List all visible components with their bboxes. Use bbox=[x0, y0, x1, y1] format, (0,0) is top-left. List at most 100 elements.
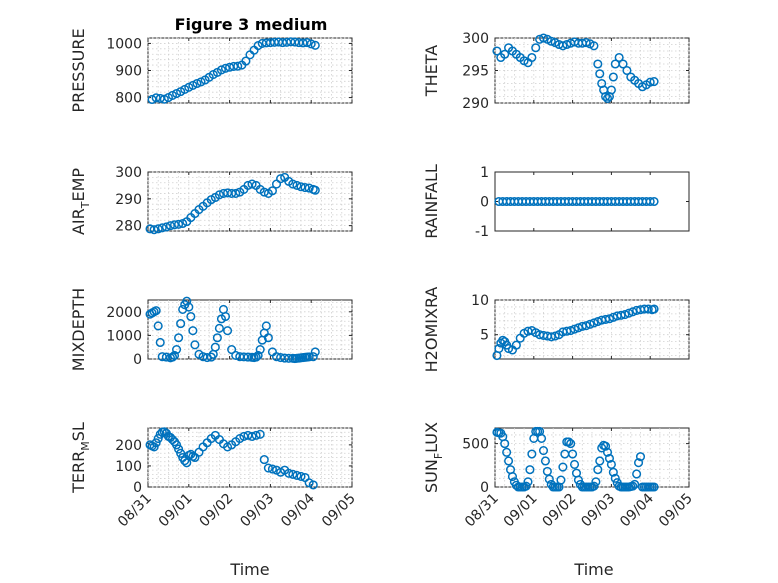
y-tick-label: 2000 bbox=[106, 305, 142, 321]
data-point bbox=[500, 439, 510, 449]
data-point bbox=[182, 296, 192, 306]
data-point bbox=[544, 474, 554, 484]
data-point bbox=[159, 94, 169, 104]
data-point bbox=[628, 481, 638, 491]
data-point bbox=[259, 455, 269, 465]
data-point bbox=[251, 352, 261, 362]
x-tick-label: 08/31 bbox=[462, 491, 502, 531]
data-point bbox=[161, 352, 171, 362]
data-point bbox=[645, 196, 655, 207]
y-tick-label: 0 bbox=[480, 480, 489, 496]
data-point bbox=[604, 453, 615, 463]
subplot-mixdepth: 0 1000 2000 MIXDEPTH bbox=[69, 288, 353, 371]
data-point bbox=[151, 438, 161, 448]
data-point bbox=[527, 449, 537, 459]
data-point bbox=[300, 183, 310, 193]
y-axis-label: AIRTEMP bbox=[69, 168, 92, 235]
y-tick-label: 290 bbox=[462, 96, 489, 112]
y-tick-label: 900 bbox=[115, 64, 142, 80]
data-point bbox=[608, 72, 618, 82]
data-point bbox=[593, 465, 603, 475]
data-point bbox=[153, 321, 163, 331]
data-point bbox=[494, 344, 504, 354]
data-point bbox=[595, 456, 605, 466]
y-tick-label: 500 bbox=[462, 437, 489, 453]
data-point bbox=[546, 36, 556, 46]
data-point bbox=[581, 38, 591, 48]
y-tick-label: 10 bbox=[471, 293, 489, 309]
data-point bbox=[622, 65, 632, 76]
data-point bbox=[504, 456, 514, 466]
x-tick-label: 09/01 bbox=[156, 491, 196, 531]
data-point bbox=[568, 449, 578, 459]
data-point bbox=[288, 469, 298, 479]
data-point bbox=[155, 337, 165, 348]
subplot-pressure: 800 900 1000 PRESSURE bbox=[69, 28, 353, 113]
data-point bbox=[558, 41, 568, 51]
data-point bbox=[251, 430, 261, 440]
data-point bbox=[308, 480, 318, 490]
y-axis-label: TERRMSL bbox=[69, 422, 92, 494]
data-point bbox=[304, 183, 314, 193]
data-point bbox=[149, 442, 159, 452]
data-point bbox=[276, 174, 286, 184]
data-point bbox=[618, 59, 628, 69]
data-point bbox=[284, 468, 294, 478]
y-tick-label: 280 bbox=[115, 219, 142, 235]
y-tick-label: 200 bbox=[115, 438, 142, 454]
data-point bbox=[569, 459, 580, 469]
data-point bbox=[308, 352, 318, 362]
data-point bbox=[310, 185, 320, 195]
data-point bbox=[504, 344, 514, 354]
data-point bbox=[241, 56, 251, 66]
data-point bbox=[231, 350, 241, 361]
data-point bbox=[581, 321, 591, 331]
x-tick-label: 09/01 bbox=[501, 491, 541, 531]
data-point bbox=[649, 304, 659, 314]
data-point bbox=[261, 321, 271, 331]
y-tick-label: 1000 bbox=[106, 36, 142, 52]
data-point bbox=[255, 429, 265, 439]
data-point bbox=[643, 304, 653, 314]
data-point bbox=[630, 479, 640, 489]
data-point bbox=[292, 180, 302, 190]
y-tick-label: 800 bbox=[115, 91, 142, 107]
data-point bbox=[527, 52, 537, 63]
subplot-rainfall: -1 0 1 RAINFALL bbox=[422, 164, 690, 240]
data-point bbox=[502, 447, 512, 457]
data-point bbox=[531, 43, 541, 53]
data-point bbox=[186, 311, 196, 322]
data-point bbox=[556, 475, 566, 485]
data-point bbox=[620, 310, 630, 320]
data-point bbox=[174, 444, 184, 454]
data-point bbox=[288, 179, 298, 189]
data-point bbox=[174, 219, 184, 229]
y-tick-label: 300 bbox=[115, 165, 142, 181]
data-point bbox=[562, 39, 572, 50]
data-point bbox=[151, 306, 161, 316]
data-point bbox=[176, 448, 186, 458]
data-point bbox=[176, 319, 186, 329]
data-point bbox=[593, 59, 603, 69]
x-axis-label-left: Time bbox=[229, 560, 269, 579]
data-point bbox=[540, 456, 550, 466]
y-axis-label: THETA bbox=[422, 45, 441, 97]
data-point bbox=[253, 350, 263, 361]
data-point bbox=[220, 63, 231, 73]
x-tick-label: 09/02 bbox=[197, 491, 237, 531]
y-tick-label: 290 bbox=[115, 192, 142, 208]
data-point bbox=[523, 477, 533, 487]
data-point bbox=[212, 333, 222, 343]
data-point bbox=[231, 188, 241, 199]
subplot-air: 280 290 300 AIRTEMP bbox=[69, 165, 353, 235]
data-point bbox=[521, 481, 531, 491]
data-point bbox=[188, 326, 198, 336]
data-point bbox=[564, 437, 574, 447]
data-point bbox=[649, 482, 659, 492]
data-point bbox=[263, 463, 273, 473]
x-tick-label: 09/05 bbox=[319, 491, 359, 531]
data-point bbox=[153, 433, 163, 444]
data-point bbox=[227, 188, 237, 199]
data-point bbox=[210, 342, 220, 352]
